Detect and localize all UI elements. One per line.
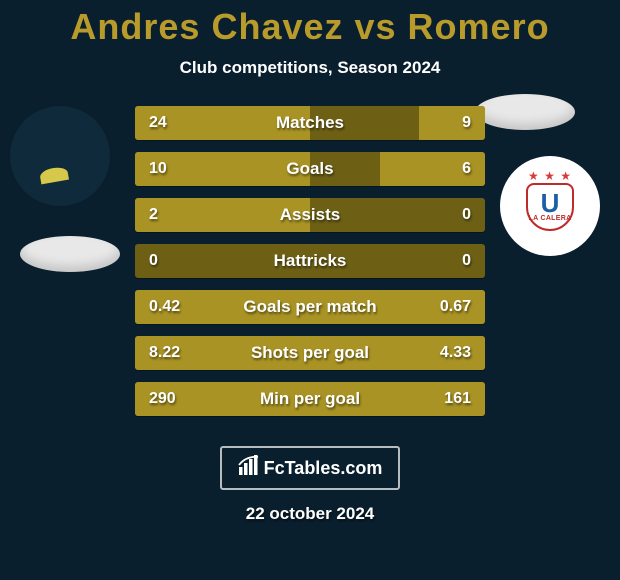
stat-row: 0Hattricks0 — [135, 244, 485, 278]
stat-row: 24Matches9 — [135, 106, 485, 140]
stat-value-right: 161 — [430, 382, 485, 416]
player-right-country-pill — [475, 94, 575, 130]
player-left-country-pill — [20, 236, 120, 272]
stat-value-right: 0.67 — [426, 290, 485, 324]
brand-name: FcTables.com — [264, 458, 383, 479]
stat-row: 0.42Goals per match0.67 — [135, 290, 485, 324]
stat-row: 290Min per goal161 — [135, 382, 485, 416]
chart-icon — [238, 455, 260, 481]
stat-label: Assists — [135, 198, 485, 232]
stat-value-right: 0 — [448, 198, 485, 232]
club-crest-icon: ★ ★ ★ U LA CALERA — [515, 171, 585, 241]
stat-label: Goals — [135, 152, 485, 186]
stat-value-right: 4.33 — [426, 336, 485, 370]
stat-value-right: 6 — [448, 152, 485, 186]
player-left-avatar — [10, 106, 110, 206]
subtitle: Club competitions, Season 2024 — [0, 58, 620, 78]
comparison-panel: ★ ★ ★ U LA CALERA 24Matches9 10Goals6 2Ass… — [0, 106, 620, 436]
stat-label: Hattricks — [135, 244, 485, 278]
player-right-club-crest: ★ ★ ★ U LA CALERA — [500, 156, 600, 256]
brand-logo[interactable]: FcTables.com — [220, 446, 400, 490]
footer-date: 22 october 2024 — [0, 504, 620, 524]
stat-label: Matches — [135, 106, 485, 140]
stat-bars: 24Matches910Goals62Assists00Hattricks00.… — [135, 106, 485, 428]
crest-stars-icon: ★ ★ ★ — [515, 169, 585, 183]
stat-value-right: 0 — [448, 244, 485, 278]
stat-value-right: 9 — [448, 106, 485, 140]
stat-row: 10Goals6 — [135, 152, 485, 186]
stat-row: 8.22Shots per goal4.33 — [135, 336, 485, 370]
stat-row: 2Assists0 — [135, 198, 485, 232]
page-title: Andres Chavez vs Romero — [0, 0, 620, 48]
crest-banner: LA CALERA — [515, 215, 585, 222]
